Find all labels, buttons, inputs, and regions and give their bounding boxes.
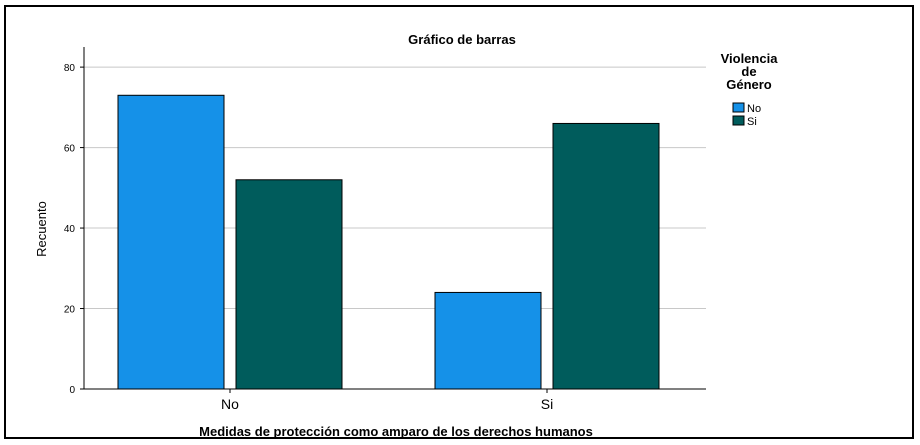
- y-tick-label: 40: [64, 224, 76, 235]
- bar-no-si: [235, 179, 343, 390]
- chart-frame: Gráfico de barras 0 20 40 60 80 No Si Recuent…: [4, 5, 914, 439]
- chart-title: Gráfico de barras: [408, 32, 516, 47]
- legend-title-line: Género: [726, 77, 772, 92]
- legend-swatch: [732, 115, 745, 126]
- y-tick-label: 80: [64, 63, 76, 74]
- legend-swatch: [732, 102, 745, 113]
- bars: [117, 94, 660, 390]
- legend-label: Si: [747, 116, 757, 128]
- x-axis-title: Medidas de protección como amparo de los…: [199, 424, 593, 437]
- legend-title-line: de: [741, 64, 756, 79]
- y-ticks: 0 20 40 60 80: [64, 63, 84, 396]
- bar-no-no: [117, 94, 225, 390]
- x-tick-label: No: [221, 396, 239, 412]
- bar-si-no: [434, 291, 542, 390]
- x-tick-label: Si: [541, 396, 553, 412]
- y-axis-title: Recuento: [34, 201, 49, 257]
- y-tick-label: 20: [64, 305, 76, 316]
- x-ticks: No Si: [221, 389, 553, 412]
- legend-label: No: [747, 103, 761, 115]
- bar-si-si: [552, 122, 660, 390]
- y-tick-label: 0: [69, 385, 75, 396]
- y-tick-label: 60: [64, 144, 76, 155]
- legend-title-line: Violencia: [721, 51, 779, 66]
